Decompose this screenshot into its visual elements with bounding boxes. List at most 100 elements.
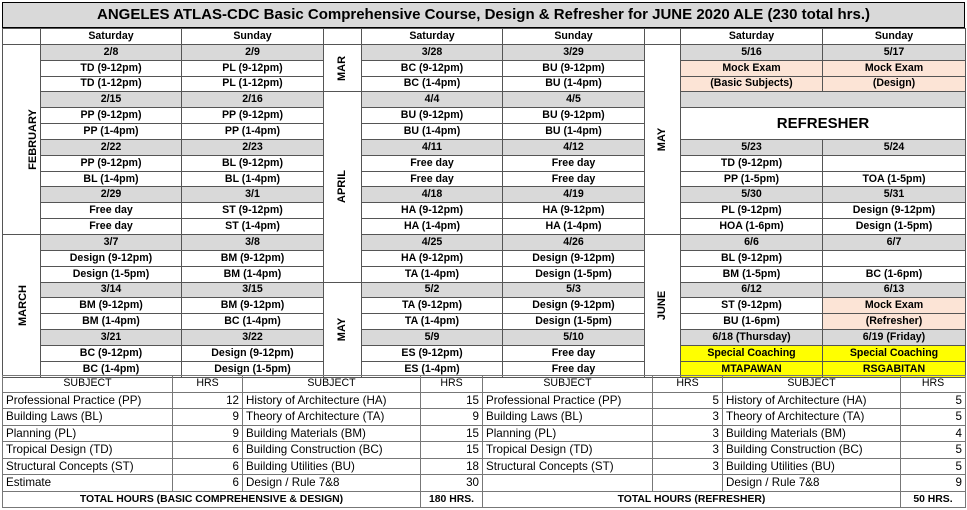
subject-name-cell: Design / Rule 7&8 [242, 474, 421, 492]
session-cell: PL (1-12pm) [181, 75, 324, 93]
subject-name-cell: Building Utilities (BU) [242, 457, 421, 475]
hours-cell: 9 [420, 408, 483, 426]
date-cell: 6/18 (Thursday) [680, 329, 823, 346]
special-coaching-cell: Special Coaching [680, 344, 823, 362]
session-cell: PL (9-12pm) [181, 59, 324, 77]
subject-row: Professional Practice (PP) 12 History of A… [2, 391, 966, 409]
schedule-row: 3/14 3/15 MAY 5/2 5/3 6/12 6/13 [3, 281, 966, 378]
subject-header-row: SUBJECT HRS SUBJECT HRS SUBJECT HRS SUBJECT HRS [2, 375, 966, 393]
total-basic-label: TOTAL HOURS (BASIC COMPREHENSIVE & DESIG… [2, 490, 421, 508]
subject-header: SUBJECT [242, 375, 421, 393]
session-cell: BM (1-4pm) [181, 265, 324, 283]
subject-name-cell: Building Construction (BC) [722, 441, 901, 459]
schedule-row: BC (1-4pm) Design (1-5pm) ES (1-4pm) Free d… [3, 360, 966, 378]
session-cell: PP (1-4pm) [40, 123, 182, 140]
session-cell: BL (9-12pm) [181, 154, 324, 172]
session-cell: BM (9-12pm) [181, 249, 324, 267]
corner-cell [644, 28, 681, 45]
schedule-row: Design (9-12pm) BM (9-12pm) HA (9-12pm) Des… [3, 249, 966, 267]
session-cell: TD (9-12pm) [40, 59, 182, 77]
date-cell: 5/30 [680, 186, 823, 204]
subject-row: Tropical Design (TD) 6 Building Constructi… [2, 441, 966, 459]
subject-name-cell: Building Utilities (BU) [722, 457, 901, 475]
hours-cell: 3 [652, 424, 723, 442]
hours-cell: 9 [172, 408, 243, 426]
session-cell: ST (1-4pm) [181, 218, 324, 235]
session-cell: TA (9-12pm) [361, 297, 503, 315]
hours-cell: 5 [900, 441, 966, 459]
date-cell: 2/22 [40, 138, 182, 156]
session-cell: PL (9-12pm) [680, 202, 823, 220]
month-april: APRIL [323, 91, 362, 283]
hours-cell: 5 [652, 391, 723, 409]
subject-name-cell: Theory of Architecture (TA) [722, 408, 901, 426]
mock-exam-cell: Mock Exam [680, 59, 823, 77]
month-june: JUNE [644, 233, 681, 378]
sunday-header: Sunday [502, 28, 645, 45]
schedule-row: Design (1-5pm) BM (1-4pm) TA (1-4pm) Design… [3, 265, 966, 283]
subject-name-cell: Estimate [2, 474, 173, 492]
schedule-row: BL (1-4pm) BL (1-4pm) Free day Free day PP (… [3, 170, 966, 188]
subject-row: Building Laws (BL) 9 Theory of Architectur… [2, 408, 966, 426]
date-cell: 2/23 [181, 138, 324, 156]
session-cell: BU (9-12pm) [502, 59, 645, 77]
session-cell: BC (1-4pm) [361, 75, 503, 93]
date-cell: 5/10 [502, 329, 645, 346]
session-cell: BL (9-12pm) [680, 249, 823, 267]
subject-name-cell: Building Materials (BM) [242, 424, 421, 442]
hours-cell: 18 [420, 457, 483, 475]
session-cell: PP (9-12pm) [181, 107, 324, 125]
date-cell: 5/9 [361, 329, 503, 346]
mock-exam-cell: Mock Exam [822, 59, 966, 77]
date-cell: 4/25 [361, 233, 503, 251]
session-cell: HA (9-12pm) [361, 249, 503, 267]
hours-cell: 15 [420, 441, 483, 459]
session-cell: Free day [361, 170, 503, 188]
session-cell: BC (9-12pm) [40, 344, 182, 362]
subject-row: Structural Concepts (ST) 6 Building Utilit… [2, 457, 966, 475]
session-cell: HA (1-4pm) [502, 218, 645, 235]
subject-row: Planning (PL) 9 Building Materials (BM) 15 P… [2, 424, 966, 442]
mock-exam-cell: Mock Exam [822, 297, 966, 315]
session-cell: BU (1-4pm) [502, 75, 645, 93]
hours-cell: 3 [652, 441, 723, 459]
coach-name-cell: MTAPAWAN [680, 360, 823, 378]
session-cell: Design (9-12pm) [40, 249, 182, 267]
session-cell: HA (9-12pm) [502, 202, 645, 220]
subject-name-cell: Building Laws (BL) [2, 408, 173, 426]
session-cell: TD (1-12pm) [40, 75, 182, 93]
session-cell: BM (9-12pm) [181, 297, 324, 315]
session-cell: ST (9-12pm) [680, 297, 823, 315]
session-cell: BM (9-12pm) [40, 297, 182, 315]
date-cell: 2/9 [181, 43, 324, 61]
schedule-row: Free day ST (1-4pm) HA (1-4pm) HA (1-4pm) HO… [3, 218, 966, 235]
hours-cell [652, 474, 723, 492]
hours-cell: 9 [172, 424, 243, 442]
hours-cell: 9 [900, 474, 966, 492]
date-cell: 3/29 [502, 43, 645, 61]
subject-hours-table: SUBJECT HRS SUBJECT HRS SUBJECT HRS SUBJECT HRS… [2, 375, 966, 508]
date-cell: 5/31 [822, 186, 966, 204]
date-cell: 3/22 [181, 329, 324, 346]
saturday-header: Saturday [680, 28, 823, 45]
date-cell: 6/12 [680, 281, 823, 299]
page-title: ANGELES ATLAS-CDC Basic Comprehensive Co… [2, 2, 965, 28]
subject-name-cell: Professional Practice (PP) [2, 391, 173, 409]
session-cell: BU (1-4pm) [502, 123, 645, 140]
subject-name-cell: Professional Practice (PP) [482, 391, 653, 409]
date-cell: 5/2 [361, 281, 503, 299]
hrs-header: HRS [420, 375, 483, 393]
session-cell: Free day [502, 170, 645, 188]
hours-cell: 5 [900, 408, 966, 426]
date-cell: 4/4 [361, 91, 503, 109]
mock-exam-cell: (Basic Subjects) [680, 75, 823, 93]
hours-cell: 6 [172, 457, 243, 475]
session-cell: HA (1-4pm) [361, 218, 503, 235]
hrs-header: HRS [652, 375, 723, 393]
session-cell: PP (9-12pm) [40, 107, 182, 125]
session-cell: Design (1-5pm) [502, 313, 645, 331]
date-cell: 5/23 [680, 138, 823, 156]
subject-row: Estimate 6 Design / Rule 7&8 30 Design / Rul… [2, 474, 966, 492]
subject-name-cell: Design / Rule 7&8 [722, 474, 901, 492]
subject-name-cell: Theory of Architecture (TA) [242, 408, 421, 426]
